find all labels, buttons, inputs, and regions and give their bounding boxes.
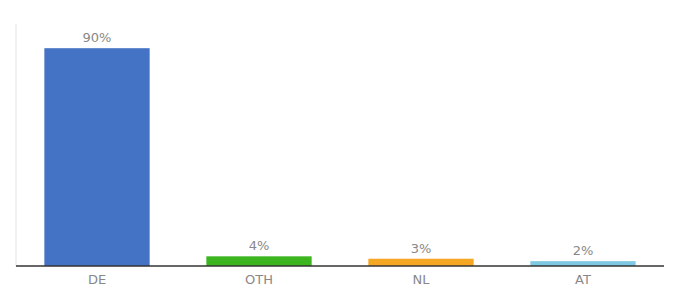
y-axis-line (16, 24, 17, 266)
x-tick-label: NL (413, 272, 431, 287)
x-tick-label: AT (575, 272, 591, 287)
data-label: 2% (573, 243, 594, 258)
data-label: 90% (83, 30, 112, 45)
bar (206, 256, 311, 266)
x-tick-label: OTH (245, 272, 273, 287)
bar (368, 259, 473, 266)
chart-container: DE OTH NL AT 90% 4% 3% 2% (0, 0, 680, 300)
x-axis-line (16, 265, 664, 267)
data-label: 3% (411, 241, 432, 256)
x-tick-label: DE (88, 272, 106, 287)
data-label: 4% (249, 238, 270, 253)
chart-svg: DE OTH NL AT 90% 4% 3% 2% (0, 0, 680, 300)
bars (44, 48, 635, 266)
bar (44, 48, 149, 266)
